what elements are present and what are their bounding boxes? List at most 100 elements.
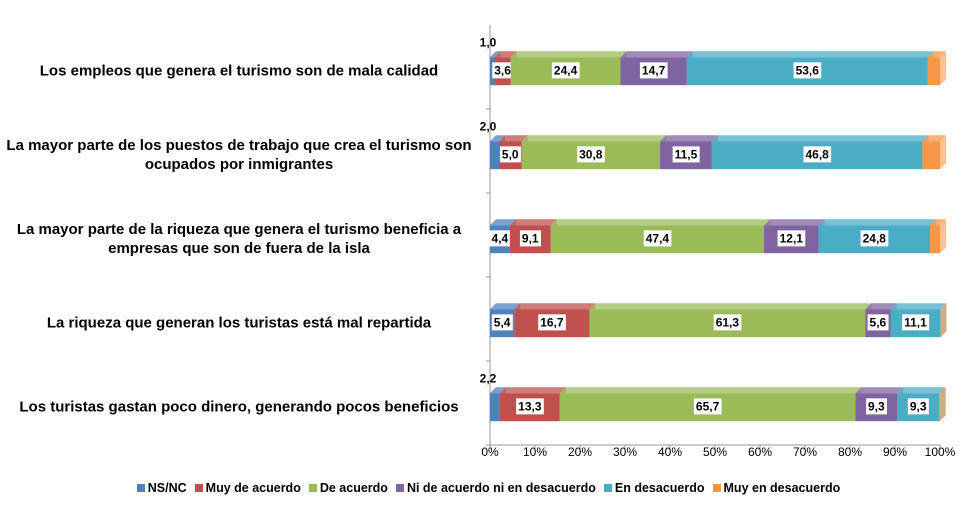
x-tick-label: 90%: [883, 445, 907, 459]
bar-top: [660, 135, 718, 142]
bar-segment: [927, 51, 946, 86]
legend-item: Ni de acuerdo ni en desacuerdo: [395, 481, 596, 495]
x-tick-label: 10%: [523, 445, 547, 459]
data-label: 2,2: [480, 371, 497, 385]
bar-top: [922, 135, 946, 142]
bar-top: [510, 51, 627, 58]
bar-top: [490, 135, 505, 142]
bar-top: [490, 303, 521, 310]
bar-top: [890, 303, 947, 310]
bar-top: [490, 219, 516, 226]
x-tick-label: 40%: [658, 445, 682, 459]
bar-top: [686, 51, 934, 58]
data-label: 9,3: [910, 399, 927, 413]
bar-face: [927, 57, 940, 86]
legend-item: Muy en desacuerdo: [712, 481, 841, 495]
data-label-box: [907, 398, 929, 415]
bar-top: [521, 135, 667, 142]
legend-label: Muy en desacuerdo: [723, 481, 841, 495]
data-label-box: [713, 314, 742, 331]
data-label: 30,8: [579, 147, 603, 161]
legend-label: Muy de acuerdo: [205, 481, 301, 495]
bar-top: [711, 135, 929, 142]
bar-top: [589, 303, 872, 310]
data-label: 1,0: [480, 35, 497, 49]
legend-label: En desacuerdo: [614, 481, 705, 495]
data-label: 9,3: [868, 399, 885, 413]
legend-swatch: [136, 484, 145, 492]
bar-face: [490, 57, 495, 86]
x-tick-label: 60%: [748, 445, 772, 459]
data-label-box: [693, 398, 722, 415]
bar-face: [930, 225, 940, 254]
data-label-box: [867, 314, 889, 331]
bar-side: [940, 303, 947, 338]
category-label: La mayor parte de la riqueza que genera …: [16, 221, 462, 258]
data-label-box: [519, 230, 541, 247]
x-tick-label: 30%: [613, 445, 637, 459]
bar-top: [818, 219, 937, 226]
data-label: 2,0: [480, 119, 497, 133]
data-label-box: [793, 62, 822, 79]
data-label: 53,6: [796, 63, 820, 77]
bar-top: [514, 303, 596, 310]
bar-top: [865, 303, 897, 310]
legend-item: Muy de acuerdo: [194, 481, 301, 495]
bar-side: [940, 135, 946, 170]
data-label-box: [489, 230, 511, 247]
category-label: La mayor parte de los puestos de trabajo…: [6, 137, 472, 174]
data-label: 46,8: [805, 147, 829, 161]
x-tick-label: 80%: [838, 445, 862, 459]
x-tick-label: 0%: [481, 445, 499, 459]
bar-segment: [930, 219, 946, 254]
data-label-box: [551, 62, 580, 79]
category-label: Los empleos que genera el turismo son de…: [39, 62, 439, 80]
legend-item: De acuerdo: [308, 481, 388, 495]
bar-top: [855, 387, 904, 394]
data-label-box: [499, 146, 521, 163]
bar-segment: [939, 387, 946, 422]
bar-segment: [940, 303, 947, 338]
bar-top: [764, 219, 825, 226]
data-label: 11,1: [904, 315, 927, 329]
bar-top: [897, 387, 946, 394]
data-label-box: [672, 146, 700, 163]
category-label: Los turistas gastan poco dinero, generan…: [19, 398, 459, 416]
legend-item: En desacuerdo: [603, 481, 705, 495]
bar-face: [490, 393, 500, 422]
data-label: 14,7: [642, 63, 666, 77]
x-tick-label: 50%: [703, 445, 727, 459]
data-label-box: [516, 398, 544, 415]
bar-top: [927, 51, 946, 58]
bar-side: [940, 51, 946, 86]
legend-label: Ni de acuerdo ni en desacuerdo: [406, 481, 596, 495]
bar-face: [939, 393, 940, 422]
bar-top: [509, 219, 557, 226]
data-label: 24,4: [554, 63, 578, 77]
bar-top: [550, 219, 771, 226]
bar-side: [940, 219, 946, 254]
legend-label: De acuerdo: [319, 481, 388, 495]
x-tick-label: 100%: [925, 445, 956, 459]
data-label: 47,4: [646, 231, 670, 245]
bar-top: [499, 387, 566, 394]
bar-top: [499, 135, 528, 142]
legend: NS/NC Muy de acuerdo De acuerdo Ni de acuer…: [0, 481, 977, 495]
bar-top: [494, 51, 517, 58]
category-label: La riqueza que generan los turistas está…: [46, 314, 432, 332]
x-tick-label: 70%: [793, 445, 817, 459]
data-label: 5,4: [494, 315, 511, 329]
legend-swatch: [395, 484, 404, 492]
bar-top: [939, 387, 946, 394]
bar-top: [930, 219, 946, 226]
data-label-box: [491, 314, 513, 331]
data-label: 11,5: [675, 147, 698, 161]
bar-side: [940, 387, 946, 422]
bar-top: [559, 387, 862, 394]
data-label: 5,0: [502, 147, 519, 161]
bar-top: [490, 387, 506, 394]
data-label-box: [902, 314, 930, 331]
data-label-box: [492, 62, 514, 79]
